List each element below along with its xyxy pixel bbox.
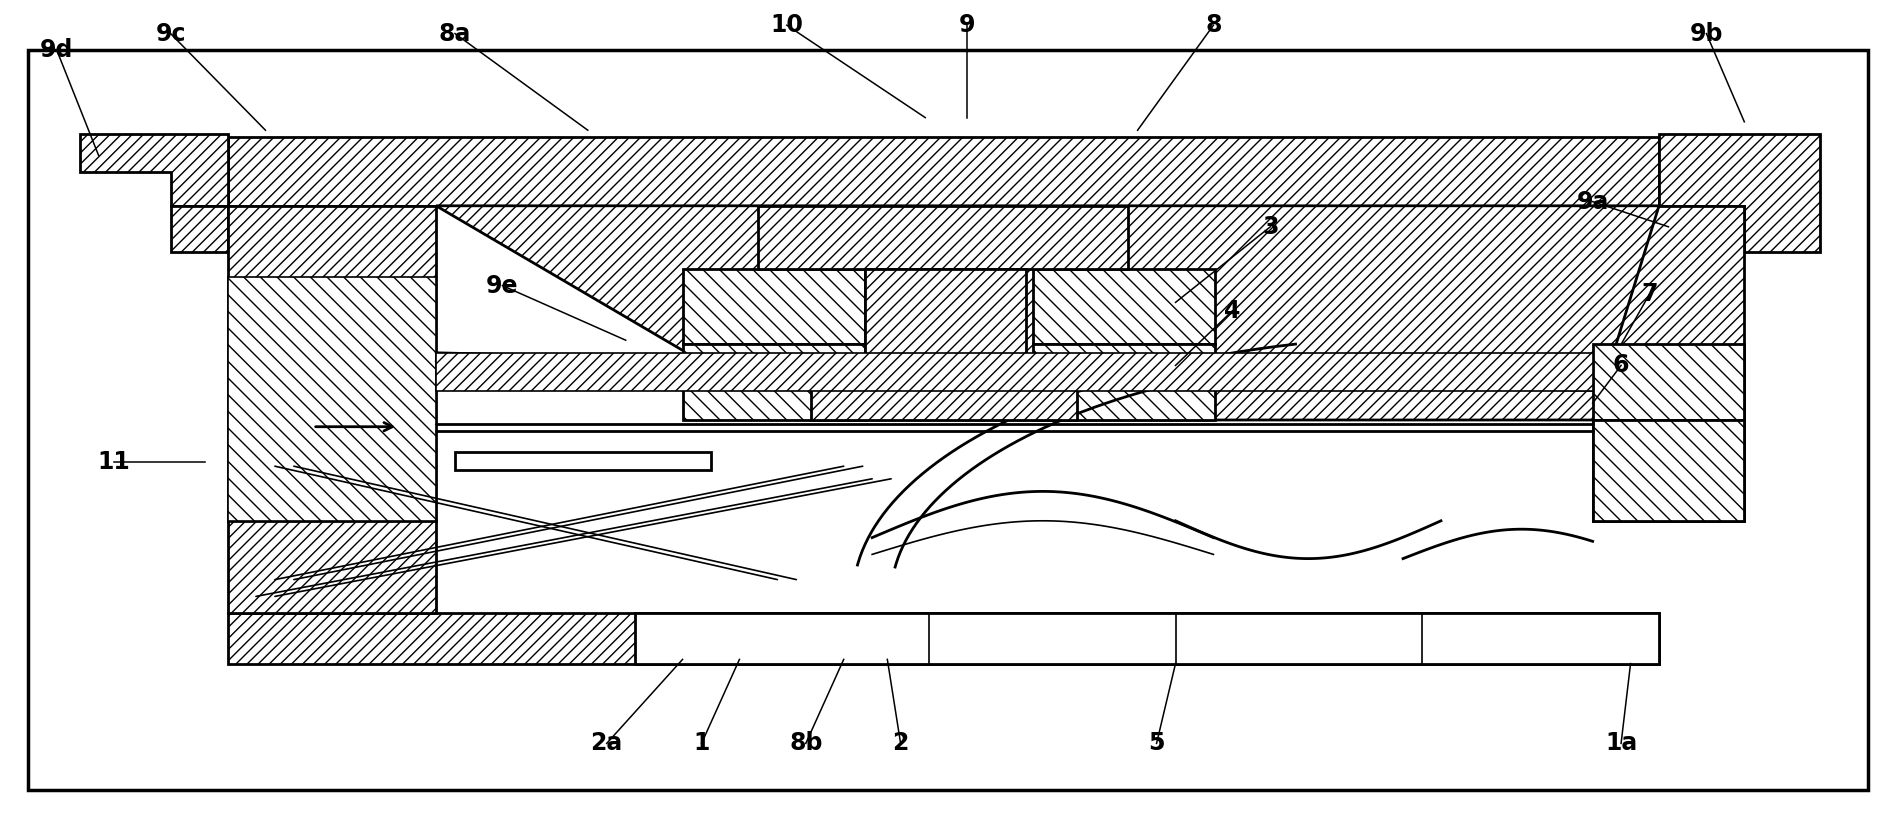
Text: 9a: 9a [1576,190,1610,213]
Text: 11: 11 [97,450,131,474]
Bar [28,50,1868,790]
Bar [1593,420,1744,521]
Text: 9d: 9d [40,39,74,62]
Text: 2: 2 [893,732,908,755]
Polygon shape [436,206,1659,420]
Text: 5: 5 [1149,732,1164,755]
Text: 1: 1 [694,732,709,755]
Bar [1033,269,1215,344]
Text: 1a: 1a [1604,732,1638,755]
Text: 3: 3 [1263,215,1278,239]
Text: 8: 8 [1206,13,1221,37]
Bar [228,277,436,521]
Bar [811,386,1077,420]
Bar [683,344,865,420]
Polygon shape [1659,134,1820,252]
Bar [635,613,1659,664]
Bar [436,353,1593,391]
Bar [1593,206,1744,521]
Bar [228,521,436,613]
Text: 9b: 9b [1689,22,1723,45]
Bar [228,613,1659,664]
Bar [758,206,1128,269]
Text: 9c: 9c [155,22,186,45]
Text: 4: 4 [1225,299,1240,323]
Bar [1033,344,1215,420]
Text: 10: 10 [770,13,804,37]
Bar [228,137,1659,206]
Text: 9e: 9e [485,274,520,297]
Bar [1593,344,1744,420]
Text: 2a: 2a [590,732,624,755]
Bar [683,269,865,344]
Text: 9: 9 [959,13,975,37]
Polygon shape [171,206,228,252]
Bar [455,452,711,470]
Polygon shape [80,134,228,206]
Text: 7: 7 [1642,282,1657,306]
Bar [228,206,436,521]
Text: 6: 6 [1613,354,1629,377]
Text: 8b: 8b [789,732,823,755]
Text: 8a: 8a [438,22,472,45]
Bar [865,269,1026,395]
